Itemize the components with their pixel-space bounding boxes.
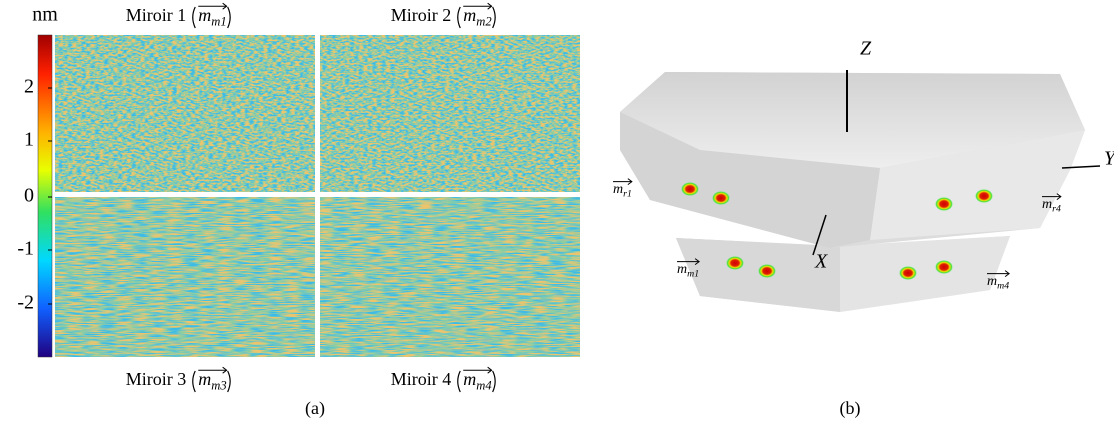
parenthesis	[492, 6, 496, 29]
vector-subscript: m1	[211, 14, 226, 28]
surface-map	[320, 35, 580, 192]
surface-map	[320, 197, 580, 357]
vector-arrow	[694, 258, 700, 265]
parenthesis	[192, 370, 196, 393]
vector-symbol: m	[677, 262, 687, 277]
colorbar-unit: nm	[32, 4, 58, 26]
colorbar	[37, 34, 53, 358]
mirror-title: Miroir 2	[391, 5, 452, 25]
parenthesis	[492, 370, 496, 393]
axis-label: Y	[1104, 148, 1114, 170]
vector-arrow	[1056, 193, 1062, 200]
mirror-title: Miroir 1	[126, 5, 187, 25]
colorbar-tick-label: 1	[24, 129, 34, 151]
mirror-block-3d	[620, 70, 1101, 312]
vector-arrow	[487, 2, 493, 10]
vector-symbol: m	[198, 369, 211, 389]
vector-arrow	[222, 366, 228, 374]
vector-subscript: m1	[687, 268, 699, 279]
vector-symbol: m	[1042, 197, 1052, 212]
vector-arrow	[222, 2, 228, 10]
parenthesis	[227, 370, 231, 393]
parenthesis	[227, 6, 231, 29]
vector-symbol: m	[613, 182, 623, 197]
vector-symbol: m	[463, 369, 476, 389]
mirror-title: Miroir 3	[126, 369, 187, 389]
vector-subscript: r1	[623, 188, 632, 199]
vector-symbol: m	[987, 274, 997, 289]
colorbar-tick-label: 2	[24, 76, 34, 98]
surface-map	[55, 197, 315, 357]
colorbar-tick-label: 0	[24, 185, 34, 207]
parenthesis	[192, 6, 196, 29]
colorbar-tick-label: -1	[17, 238, 34, 260]
vector-subscript: m4	[476, 378, 492, 392]
colorbar-tick-label: -2	[17, 292, 34, 314]
vector-arrow	[627, 178, 633, 185]
vector-symbol: m	[463, 5, 476, 25]
vector-arrow	[1004, 270, 1010, 277]
parenthesis	[457, 370, 461, 393]
caption: (a)	[305, 398, 325, 419]
surface-map	[55, 35, 315, 192]
axis-label: Z	[860, 38, 872, 60]
vector-symbol: m	[198, 5, 211, 25]
parenthesis	[457, 6, 461, 29]
vector-subscript: r4	[1052, 203, 1061, 214]
caption: (b)	[840, 398, 861, 419]
vector-subscript: m4	[997, 280, 1009, 291]
vector-subscript: m2	[476, 14, 492, 28]
vector-arrow	[487, 366, 493, 374]
axis-label: X	[814, 251, 828, 273]
vector-subscript: m3	[211, 378, 226, 392]
mirror-title: Miroir 4	[391, 369, 452, 389]
